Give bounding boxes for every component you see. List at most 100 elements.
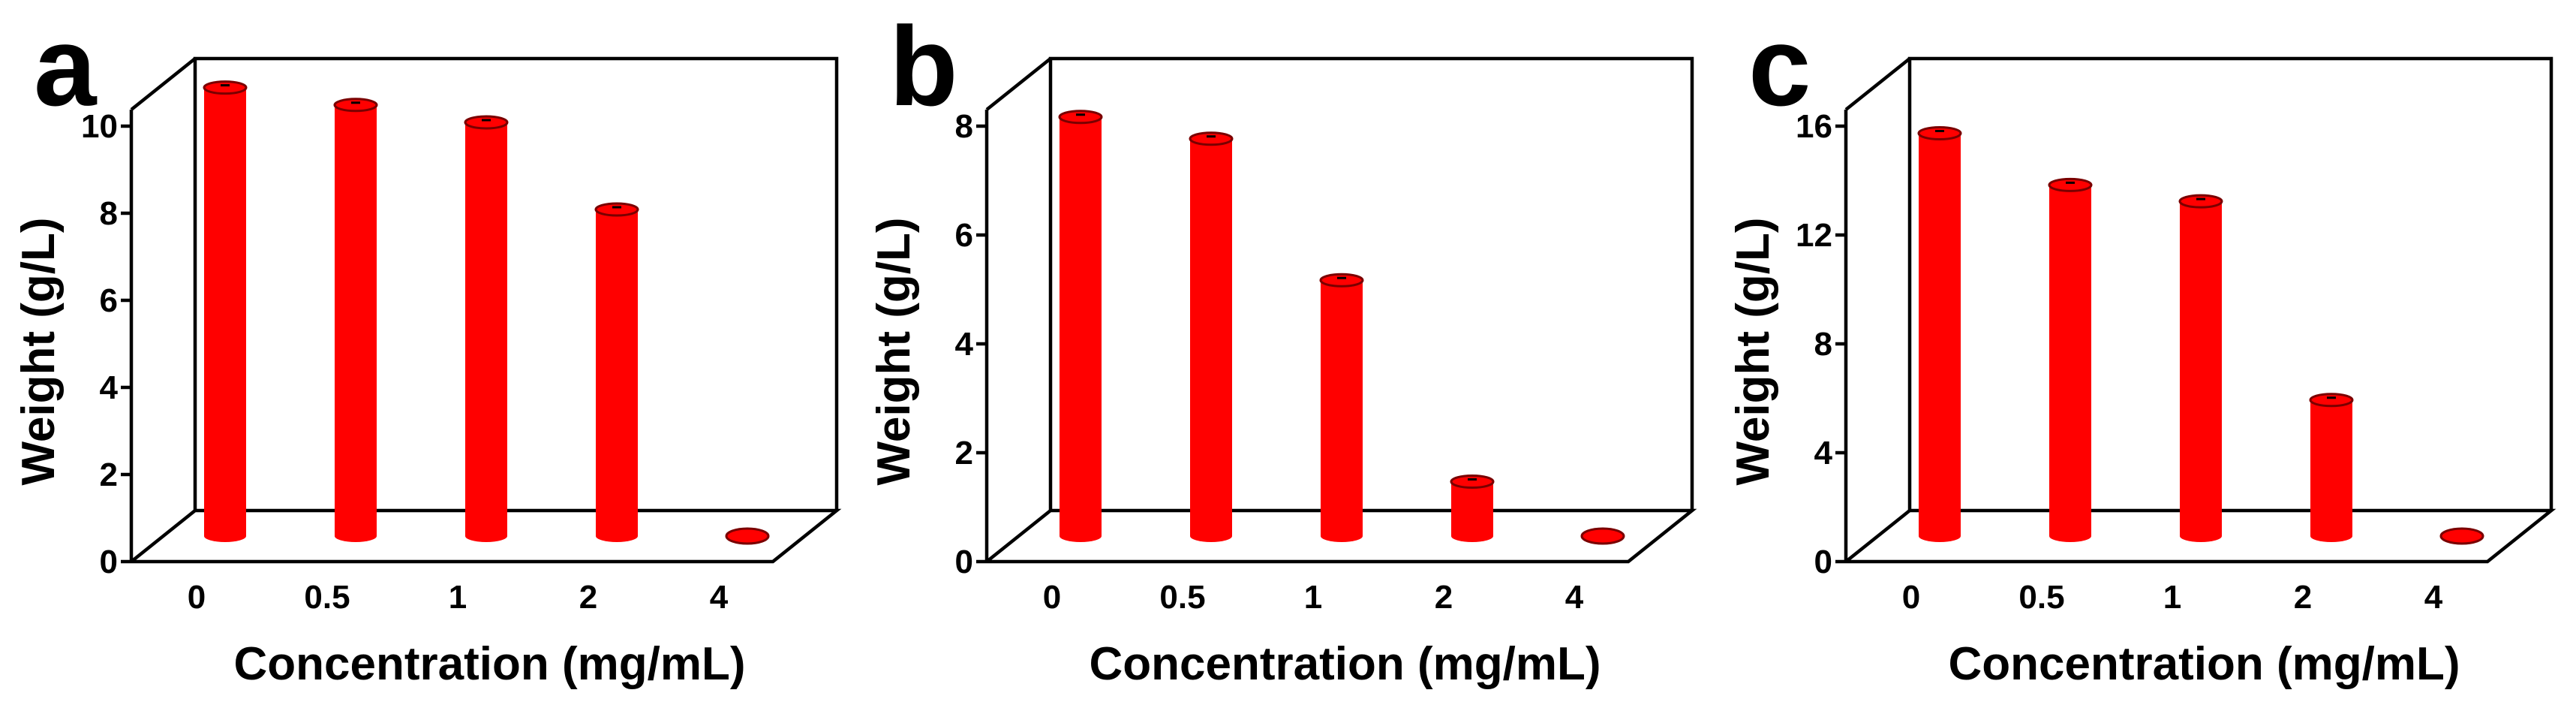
bar-0: [203, 80, 248, 542]
bar-top: [2048, 177, 2093, 192]
x-tick-label: 1: [1304, 579, 1322, 616]
x-tick-label: 4: [1565, 579, 1584, 616]
bar-4: [2439, 527, 2484, 545]
bar-base: [204, 530, 246, 542]
y-tick-label: 0: [100, 544, 118, 580]
bar-body: [204, 87, 246, 537]
bar-top: [1450, 475, 1495, 489]
bar-1: [464, 115, 509, 542]
x-axis-title: Concentration (mg/mL): [1090, 638, 1601, 690]
bar-top: [594, 202, 639, 217]
bar-body: [2180, 201, 2222, 536]
x-tick-label: 0: [188, 579, 206, 616]
bar-base: [596, 530, 638, 542]
bar-base: [465, 530, 507, 542]
bar-base: [2310, 530, 2352, 542]
bar-base: [1451, 530, 1493, 542]
y-tick-label: 8: [1814, 326, 1832, 363]
x-axis-title: Concentration (mg/mL): [1949, 638, 2460, 690]
x-axis-title: Concentration (mg/mL): [234, 638, 746, 690]
chart-panel-b: b 0 2 4 6 8 Weight (g/L) 0 0.5 1 2 4 Concentration (…: [868, 3, 1697, 690]
y-tick-label: 4: [955, 326, 974, 363]
bar-body: [1919, 133, 1961, 536]
bar-base: [1190, 530, 1232, 542]
y-tick-label: 6: [955, 217, 973, 254]
bar-4: [725, 527, 770, 545]
y-tick-label: 6: [100, 282, 118, 319]
y-tick-label: 8: [955, 108, 973, 145]
y-tick-label: 2: [100, 456, 118, 493]
bar-body: [2049, 185, 2091, 536]
y-axis-title: Weight (g/L): [1727, 218, 1779, 486]
bar-base: [1321, 530, 1363, 542]
y-tick-label: 16: [1796, 108, 1832, 145]
bar-body: [1190, 138, 1232, 536]
bar-base: [335, 530, 377, 542]
bar-top: [1917, 126, 1962, 140]
bar-body: [1060, 116, 1102, 536]
bar-top: [1319, 273, 1364, 288]
bar-top: [2439, 527, 2484, 545]
y-axis-depth-edge: [130, 57, 197, 111]
x-tick-label: 0.5: [1159, 579, 1205, 616]
x-tick-label: 4: [710, 579, 729, 616]
back-wall: [193, 56, 839, 511]
bar-body: [2310, 399, 2352, 536]
bar-top: [2309, 393, 2354, 408]
bar-2: [2309, 393, 2354, 542]
x-tick-label: 0: [1902, 579, 1920, 616]
bar-2: [594, 202, 639, 542]
chart-panel-a: a 0 2 4 6 8 10 Weight (g/L) 0 0.5 1 2 4 Concentration…: [13, 3, 842, 690]
y-tick-label: 10: [81, 108, 118, 145]
back-wall: [1048, 56, 1694, 511]
x-tick-label: 1: [449, 579, 467, 616]
x-tick-label: 1: [2163, 579, 2181, 616]
panel-letter: a: [34, 3, 98, 129]
bar-base: [2180, 530, 2222, 542]
bar-top: [1580, 527, 1625, 545]
bar-base: [1060, 530, 1102, 542]
bar-body: [1451, 481, 1493, 536]
y-tick-label: 4: [100, 369, 119, 406]
back-wall: [1907, 56, 2553, 511]
bar-base: [2049, 530, 2091, 542]
bar-4: [1580, 527, 1625, 545]
y-tick-label: 0: [955, 544, 973, 580]
bar-body: [465, 122, 507, 536]
panel-letter: c: [1748, 3, 1811, 129]
y-axis-depth-edge: [985, 57, 1052, 111]
y-tick-label: 0: [1814, 544, 1832, 580]
bar-0-5: [1189, 131, 1234, 542]
bar-top: [464, 115, 509, 130]
y-tick-label: 2: [955, 435, 973, 472]
bar-base: [1919, 530, 1961, 542]
bar-0-5: [333, 98, 378, 542]
y-axis-title: Weight (g/L): [868, 218, 920, 486]
y-axis-depth-edge: [1844, 57, 1911, 111]
x-tick-label: 0.5: [2018, 579, 2064, 616]
y-tick-label: 4: [1814, 435, 1833, 472]
bar-top: [725, 527, 770, 545]
bar-top: [1189, 131, 1234, 146]
y-tick-label: 12: [1796, 217, 1832, 254]
x-tick-label: 2: [579, 579, 597, 616]
bar-top: [1058, 110, 1103, 125]
bar-body: [1321, 280, 1363, 536]
panel-letter: b: [889, 3, 958, 129]
bar-1: [1319, 273, 1364, 542]
x-tick-label: 2: [2294, 579, 2312, 616]
x-tick-label: 4: [2424, 579, 2443, 616]
x-tick-label: 0: [1043, 579, 1061, 616]
bar-top: [2178, 194, 2223, 209]
bar-top: [203, 80, 248, 95]
bar-2: [1450, 475, 1495, 542]
x-tick-label: 2: [1435, 579, 1453, 616]
x-tick-label: 0.5: [304, 579, 350, 616]
y-tick-label: 8: [100, 195, 118, 232]
bar-0: [1917, 126, 1962, 542]
bar-1: [2178, 194, 2223, 542]
bar-0: [1058, 110, 1103, 542]
bar-top: [333, 98, 378, 113]
